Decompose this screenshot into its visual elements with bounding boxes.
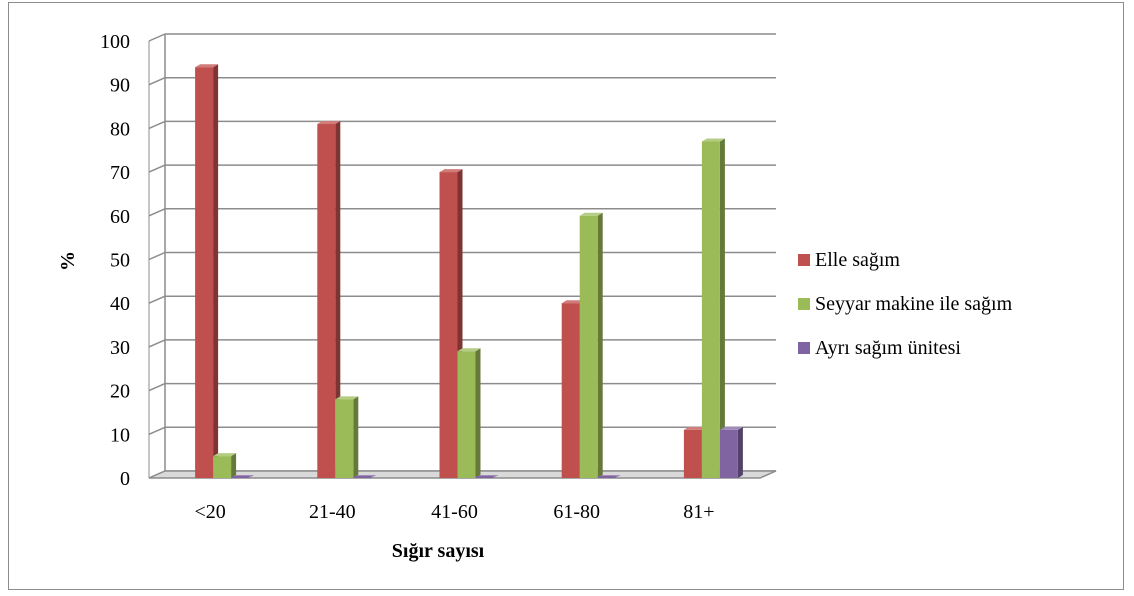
y-axis-title: % <box>57 251 79 271</box>
x-tick-labels: <20 21-40 41-60 61-80 81+ <box>194 501 714 523</box>
x-tick-label: 21-40 <box>309 501 356 523</box>
y-tick-label: 100 <box>100 31 130 53</box>
bar <box>231 475 255 478</box>
x-axis-title: Sığır sayısı <box>392 540 485 562</box>
bar <box>579 212 603 479</box>
y-tick-label: 30 <box>110 337 130 359</box>
bar <box>475 475 499 478</box>
x-tick-label: 81+ <box>683 501 714 523</box>
bar <box>719 426 743 478</box>
legend-label: Seyyar makine ile sağım <box>815 293 1013 315</box>
legend-swatch <box>798 298 810 310</box>
bar <box>213 453 237 478</box>
y-tick-label: 10 <box>110 424 130 446</box>
y-tick-label: 0 <box>120 468 130 490</box>
bar <box>335 396 359 478</box>
gridline <box>148 164 776 173</box>
legend-item: Elle sağım <box>798 249 900 271</box>
gridline <box>148 76 776 86</box>
y-tick-label: 80 <box>110 118 130 140</box>
y-tick-label: 70 <box>110 162 130 184</box>
legend-item: Seyyar makine ile sağım <box>798 293 1013 315</box>
x-tick-label: <20 <box>194 501 225 523</box>
y-tick-label: 40 <box>110 293 130 315</box>
legend-swatch <box>798 254 810 266</box>
x-tick-label: 41-60 <box>431 501 478 523</box>
legend-item: Ayrı sağım ünitesi <box>798 337 961 359</box>
bar <box>317 121 341 478</box>
gridline <box>148 208 776 217</box>
gridline <box>148 339 776 348</box>
gridline <box>148 120 776 130</box>
y-tick-label: 90 <box>110 75 130 97</box>
bar <box>701 138 725 478</box>
legend-label: Elle sağım <box>815 249 900 271</box>
gridline <box>148 251 776 261</box>
y-tick-label: 50 <box>110 250 130 272</box>
legend: Elle sağım Seyyar makine ile sağım Ayrı sa… <box>798 249 1013 359</box>
gridline <box>148 33 776 42</box>
legend-swatch <box>798 342 810 354</box>
legend-label: Ayrı sağım ünitesi <box>815 337 961 359</box>
bar <box>353 475 377 478</box>
y-tick-label: 20 <box>110 381 130 403</box>
y-tick-labels: 0 10 20 30 40 50 60 70 80 90 100 <box>100 31 130 490</box>
x-tick-label: 61-80 <box>553 501 600 523</box>
bar <box>457 348 481 478</box>
bars <box>195 64 743 479</box>
gridline <box>148 295 776 304</box>
bar <box>597 475 621 478</box>
y-tick-label: 60 <box>110 206 130 228</box>
bar <box>195 64 219 478</box>
